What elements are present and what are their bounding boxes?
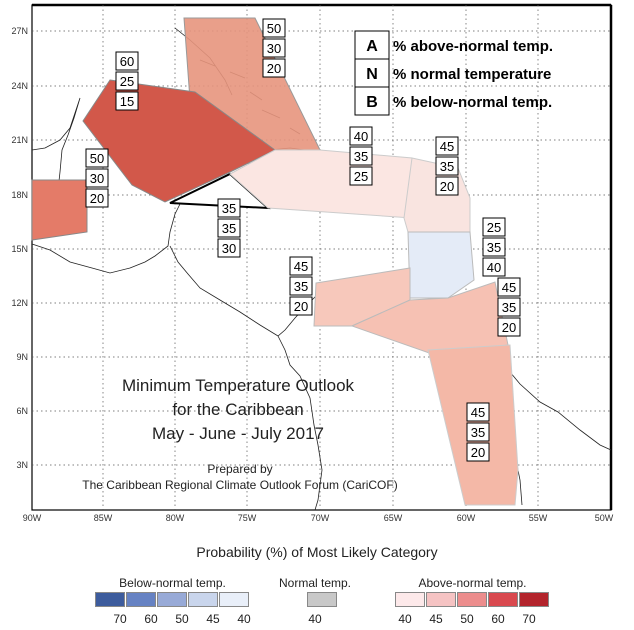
title-line-3: May - June - July 2017 [152, 424, 324, 443]
svg-text:45: 45 [294, 259, 308, 274]
legend-key-n: N [366, 66, 378, 83]
probability-box-bahamas: 50 30 20 [262, 18, 286, 78]
svg-text:45: 45 [440, 139, 454, 154]
legend-text-below: % below-normal temp. [393, 94, 552, 111]
outlook-map: 27N 24N 21N 18N 15N 12N 9N 6N 3N 90W 85W… [11, 3, 614, 523]
region-belize[interactable] [31, 179, 88, 241]
svg-text:35: 35 [440, 159, 454, 174]
map-title: Minimum Temperature Outlook for the Cari… [82, 376, 397, 492]
svg-text:35: 35 [222, 221, 236, 236]
svg-text:12N: 12N [11, 298, 28, 308]
legend-text-normal: % normal temperature [393, 66, 551, 83]
probability-box-hispaniola: 40 35 25 [349, 126, 373, 186]
svg-text:85W: 85W [94, 513, 113, 523]
svg-text:50: 50 [267, 21, 281, 36]
probability-box-trinidad: 45 35 20 [497, 277, 521, 337]
colorbar-above-swatch-2 [457, 592, 487, 607]
svg-text:20: 20 [294, 299, 308, 314]
colorbar-above-swatch-3 [488, 592, 518, 607]
probability-box-windward: 25 35 40 [482, 217, 506, 277]
svg-text:20: 20 [502, 320, 516, 335]
prepared-by-label: Prepared by [207, 462, 272, 476]
svg-text:9N: 9N [16, 352, 28, 362]
probability-box-abc-islands: 45 35 20 [289, 256, 313, 316]
title-line-2: for the Caribbean [172, 400, 303, 419]
svg-text:35: 35 [354, 149, 368, 164]
probability-box-belize: 50 30 20 [85, 148, 109, 208]
longitude-labels: 90W 85W 80W 75W 70W 65W 60W 55W 50W [23, 513, 614, 523]
svg-text:70W: 70W [311, 513, 330, 523]
colorbar-below-label: Below-normal temp. [119, 576, 226, 590]
colorbar-below-swatches [95, 592, 250, 607]
svg-text:55W: 55W [529, 513, 548, 523]
legend-text-above: % above-normal temp. [393, 38, 553, 55]
svg-text:15: 15 [120, 94, 134, 109]
svg-text:6N: 6N [16, 406, 28, 416]
svg-text:25: 25 [354, 169, 368, 184]
legend-key-a: A [366, 38, 378, 55]
colorbar-above-swatch-4 [519, 592, 549, 607]
colorbar-below-swatch-2 [157, 592, 187, 607]
svg-text:35: 35 [294, 279, 308, 294]
svg-text:40: 40 [487, 260, 501, 275]
svg-text:75W: 75W [238, 513, 257, 523]
svg-text:80W: 80W [166, 513, 185, 523]
prepared-by-org: The Caribbean Regional Climate Outlook F… [82, 478, 397, 492]
colorbar-normal-swatches [275, 592, 355, 607]
colorbar-below-swatch-0 [95, 592, 125, 607]
svg-text:35: 35 [471, 425, 485, 440]
svg-text:60: 60 [120, 54, 134, 69]
svg-text:60W: 60W [457, 513, 476, 523]
svg-text:27N: 27N [11, 26, 28, 36]
svg-text:40: 40 [354, 129, 368, 144]
probability-labels: 50 30 20 60 25 15 50 30 20 35 35 30 40 3… [85, 18, 521, 462]
legend-key-b: B [366, 94, 378, 111]
svg-text:20: 20 [471, 445, 485, 460]
colorbar-above-swatches [395, 592, 550, 607]
svg-text:50W: 50W [595, 513, 614, 523]
colorbar-above-swatch-1 [426, 592, 456, 607]
probability-box-guianas: 45 35 20 [466, 402, 490, 462]
svg-text:21N: 21N [11, 135, 28, 145]
svg-text:15N: 15N [11, 244, 28, 254]
svg-text:24N: 24N [11, 81, 28, 91]
svg-text:45: 45 [502, 280, 516, 295]
svg-text:35: 35 [487, 240, 501, 255]
title-line-1: Minimum Temperature Outlook [122, 376, 355, 395]
colorbar-title: Probability (%) of Most Likely Category [196, 544, 438, 560]
svg-text:18N: 18N [11, 190, 28, 200]
svg-text:20: 20 [90, 191, 104, 206]
probability-box-cayman: 35 35 30 [217, 198, 241, 258]
colorbar-below: Below-normal temp. 70 60 50 45 40 [95, 576, 251, 626]
svg-text:35: 35 [222, 201, 236, 216]
colorbar-above-swatch-0 [395, 592, 425, 607]
colorbar-below-swatch-1 [126, 592, 156, 607]
colorbar-below-swatch-3 [188, 592, 218, 607]
svg-text:25: 25 [120, 74, 134, 89]
svg-text:35: 35 [502, 300, 516, 315]
category-legend: A % above-normal temp. N % normal temper… [354, 30, 553, 116]
svg-text:30: 30 [267, 41, 281, 56]
svg-text:30: 30 [90, 171, 104, 186]
svg-text:25: 25 [487, 220, 501, 235]
colorbar-below-swatch-4 [219, 592, 249, 607]
svg-text:20: 20 [440, 179, 454, 194]
colorbar-above-label: Above-normal temp. [418, 576, 527, 590]
probability-box-leeward: 45 35 20 [435, 136, 459, 196]
svg-text:45: 45 [471, 405, 485, 420]
svg-text:50: 50 [90, 151, 104, 166]
colorbar-above: Above-normal temp. 40 45 50 60 70 [395, 576, 550, 626]
latitude-labels: 27N 24N 21N 18N 15N 12N 9N 6N 3N [11, 26, 28, 470]
colorbar-normal-label: Normal temp. [278, 576, 352, 590]
svg-text:20: 20 [267, 61, 281, 76]
svg-text:30: 30 [222, 241, 236, 256]
svg-text:65W: 65W [384, 513, 403, 523]
svg-text:3N: 3N [16, 460, 28, 470]
colorbar-normal: Normal temp. 40 [275, 576, 355, 626]
colorbar-normal-swatch-0 [307, 592, 337, 607]
probability-box-cuba: 60 25 15 [115, 51, 139, 111]
svg-text:90W: 90W [23, 513, 42, 523]
